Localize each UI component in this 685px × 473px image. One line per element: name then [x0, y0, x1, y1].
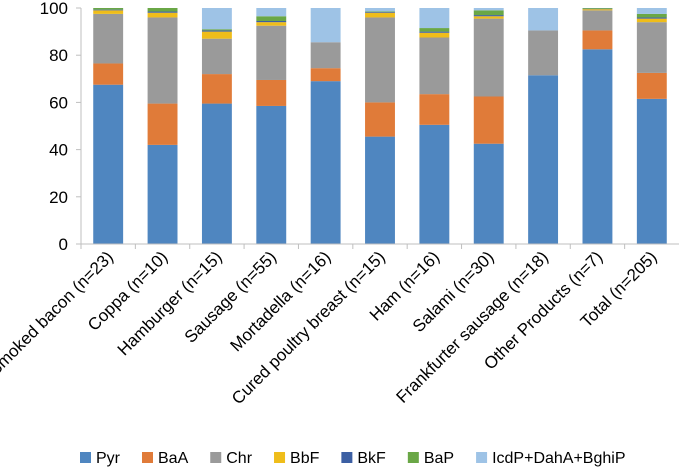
bar-segment-icdp-daha-bghip — [201, 8, 232, 30]
legend-label: BkF — [357, 450, 386, 467]
bar-segment-bap — [201, 29, 232, 31]
bar-segment-chr — [93, 13, 124, 64]
legend-label: Chr — [226, 450, 252, 467]
bar-segment-bbf — [419, 32, 450, 38]
y-tick-label: 40 — [49, 141, 68, 160]
bar-segment-pyr — [528, 75, 559, 244]
bar-segment-chr — [201, 38, 232, 75]
x-category-label: Hamburger (n=15) — [114, 247, 226, 359]
bar-segment-bap — [256, 16, 287, 21]
bar-segment-pyr — [93, 84, 124, 244]
bar-segment-chr — [528, 30, 559, 76]
bar-segment-baa — [147, 103, 178, 145]
bar-segment-baa — [256, 79, 287, 106]
bar-segment-bbf — [365, 12, 395, 18]
bar-segment-bbf — [93, 10, 124, 14]
bar-segment-bbf — [582, 9, 613, 11]
bar-segment-bkf — [365, 12, 395, 13]
bar-segment-chr — [473, 18, 504, 97]
y-tick-label: 100 — [40, 0, 68, 18]
bar-segment-pyr — [419, 124, 450, 244]
bar-segment-bkf — [93, 9, 124, 11]
bar-segment-bkf — [147, 11, 178, 13]
bar-segment-bbf — [636, 18, 667, 23]
bar-segment-bap — [582, 8, 613, 9]
bar-segment-baa — [365, 102, 395, 137]
bar-segment-bbf — [147, 12, 178, 18]
bar-segment-bap — [636, 13, 667, 18]
legend-swatch — [407, 452, 419, 463]
x-category-label: Sausage (n=55) — [181, 247, 280, 346]
legend: Pyr BaA Chr BbF BkF BaP IcdP+DahA+BghiP — [80, 450, 626, 467]
bar-segment-pyr — [473, 143, 504, 244]
bar-segment-bkf — [201, 30, 232, 32]
bar-segment-pyr — [147, 144, 178, 244]
y-axis: 0 20 40 60 80 100 — [40, 0, 82, 254]
bar-segment-icdp-daha-bghip — [473, 8, 504, 11]
bar-segment-pyr — [365, 136, 395, 244]
bar-segment-baa — [473, 96, 504, 144]
bar-segment-pyr — [201, 103, 232, 244]
bar-segment-bap — [419, 28, 450, 32]
bar-segment-baa — [93, 63, 124, 85]
bar-segment-chr — [365, 17, 395, 103]
legend-swatch — [142, 452, 153, 463]
x-axis: Smoked bacon (n=23)Coppa (n=10)Hamburger… — [0, 243, 679, 408]
bar-segment-bbf — [473, 16, 504, 19]
bar-segment-bap — [93, 8, 124, 10]
bar-segment-bkf — [473, 15, 504, 17]
bar-segment-baa — [201, 74, 232, 104]
bar-segment-pyr — [310, 81, 341, 244]
y-tick-label: 80 — [49, 46, 68, 65]
bar-segment-icdp-daha-bghip — [256, 8, 287, 17]
bar-segment-pyr — [582, 49, 613, 244]
bar-segment-chr — [582, 10, 613, 31]
legend-label: BaA — [158, 450, 189, 467]
bar-segment-bkf — [636, 17, 667, 19]
bar-segment-chr — [419, 37, 450, 95]
legend-label: IcdP+DahA+BghiP — [492, 450, 625, 467]
legend-label: BbF — [290, 450, 320, 467]
legend-swatch — [210, 452, 222, 463]
bar-segment-baa — [582, 30, 613, 50]
legend-swatch — [341, 452, 353, 463]
legend-swatch — [274, 452, 286, 463]
bar-segment-chr — [636, 22, 667, 73]
bar-segment-bkf — [419, 31, 450, 33]
bar-segment-chr — [256, 25, 287, 80]
bar-segment-baa — [636, 72, 667, 99]
y-tick-label: 20 — [49, 188, 68, 207]
bar-segment-baa — [310, 68, 341, 82]
bar-segment-bbf — [201, 31, 232, 39]
bar-segment-icdp-daha-bghip — [636, 8, 667, 14]
legend-swatch — [80, 452, 91, 463]
bar-segment-baa — [419, 94, 450, 125]
bar-segment-bkf — [256, 20, 287, 23]
bar-segment-bap — [147, 8, 178, 12]
y-tick-label: 0 — [59, 235, 68, 254]
bar-segment-bbf — [256, 22, 287, 26]
bar-segment-icdp-daha-bghip — [419, 8, 450, 29]
legend-swatch — [476, 452, 488, 463]
bar-segment-chr — [147, 17, 178, 104]
legend-label: Pyr — [96, 450, 121, 467]
bar-segment-pyr — [256, 105, 287, 244]
legend-label: BaP — [424, 450, 454, 467]
bar-segment-icdp-daha-bghip — [365, 8, 395, 12]
bars — [93, 8, 667, 244]
bar-segment-bap — [473, 10, 504, 16]
bar-segment-pyr — [636, 98, 667, 244]
bar-segment-icdp-daha-bghip — [310, 8, 341, 43]
x-category-label: Mortadella (n=16) — [226, 247, 334, 355]
bar-segment-icdp-daha-bghip — [528, 8, 559, 31]
y-tick-label: 60 — [49, 93, 68, 112]
bar-segment-chr — [310, 42, 341, 69]
